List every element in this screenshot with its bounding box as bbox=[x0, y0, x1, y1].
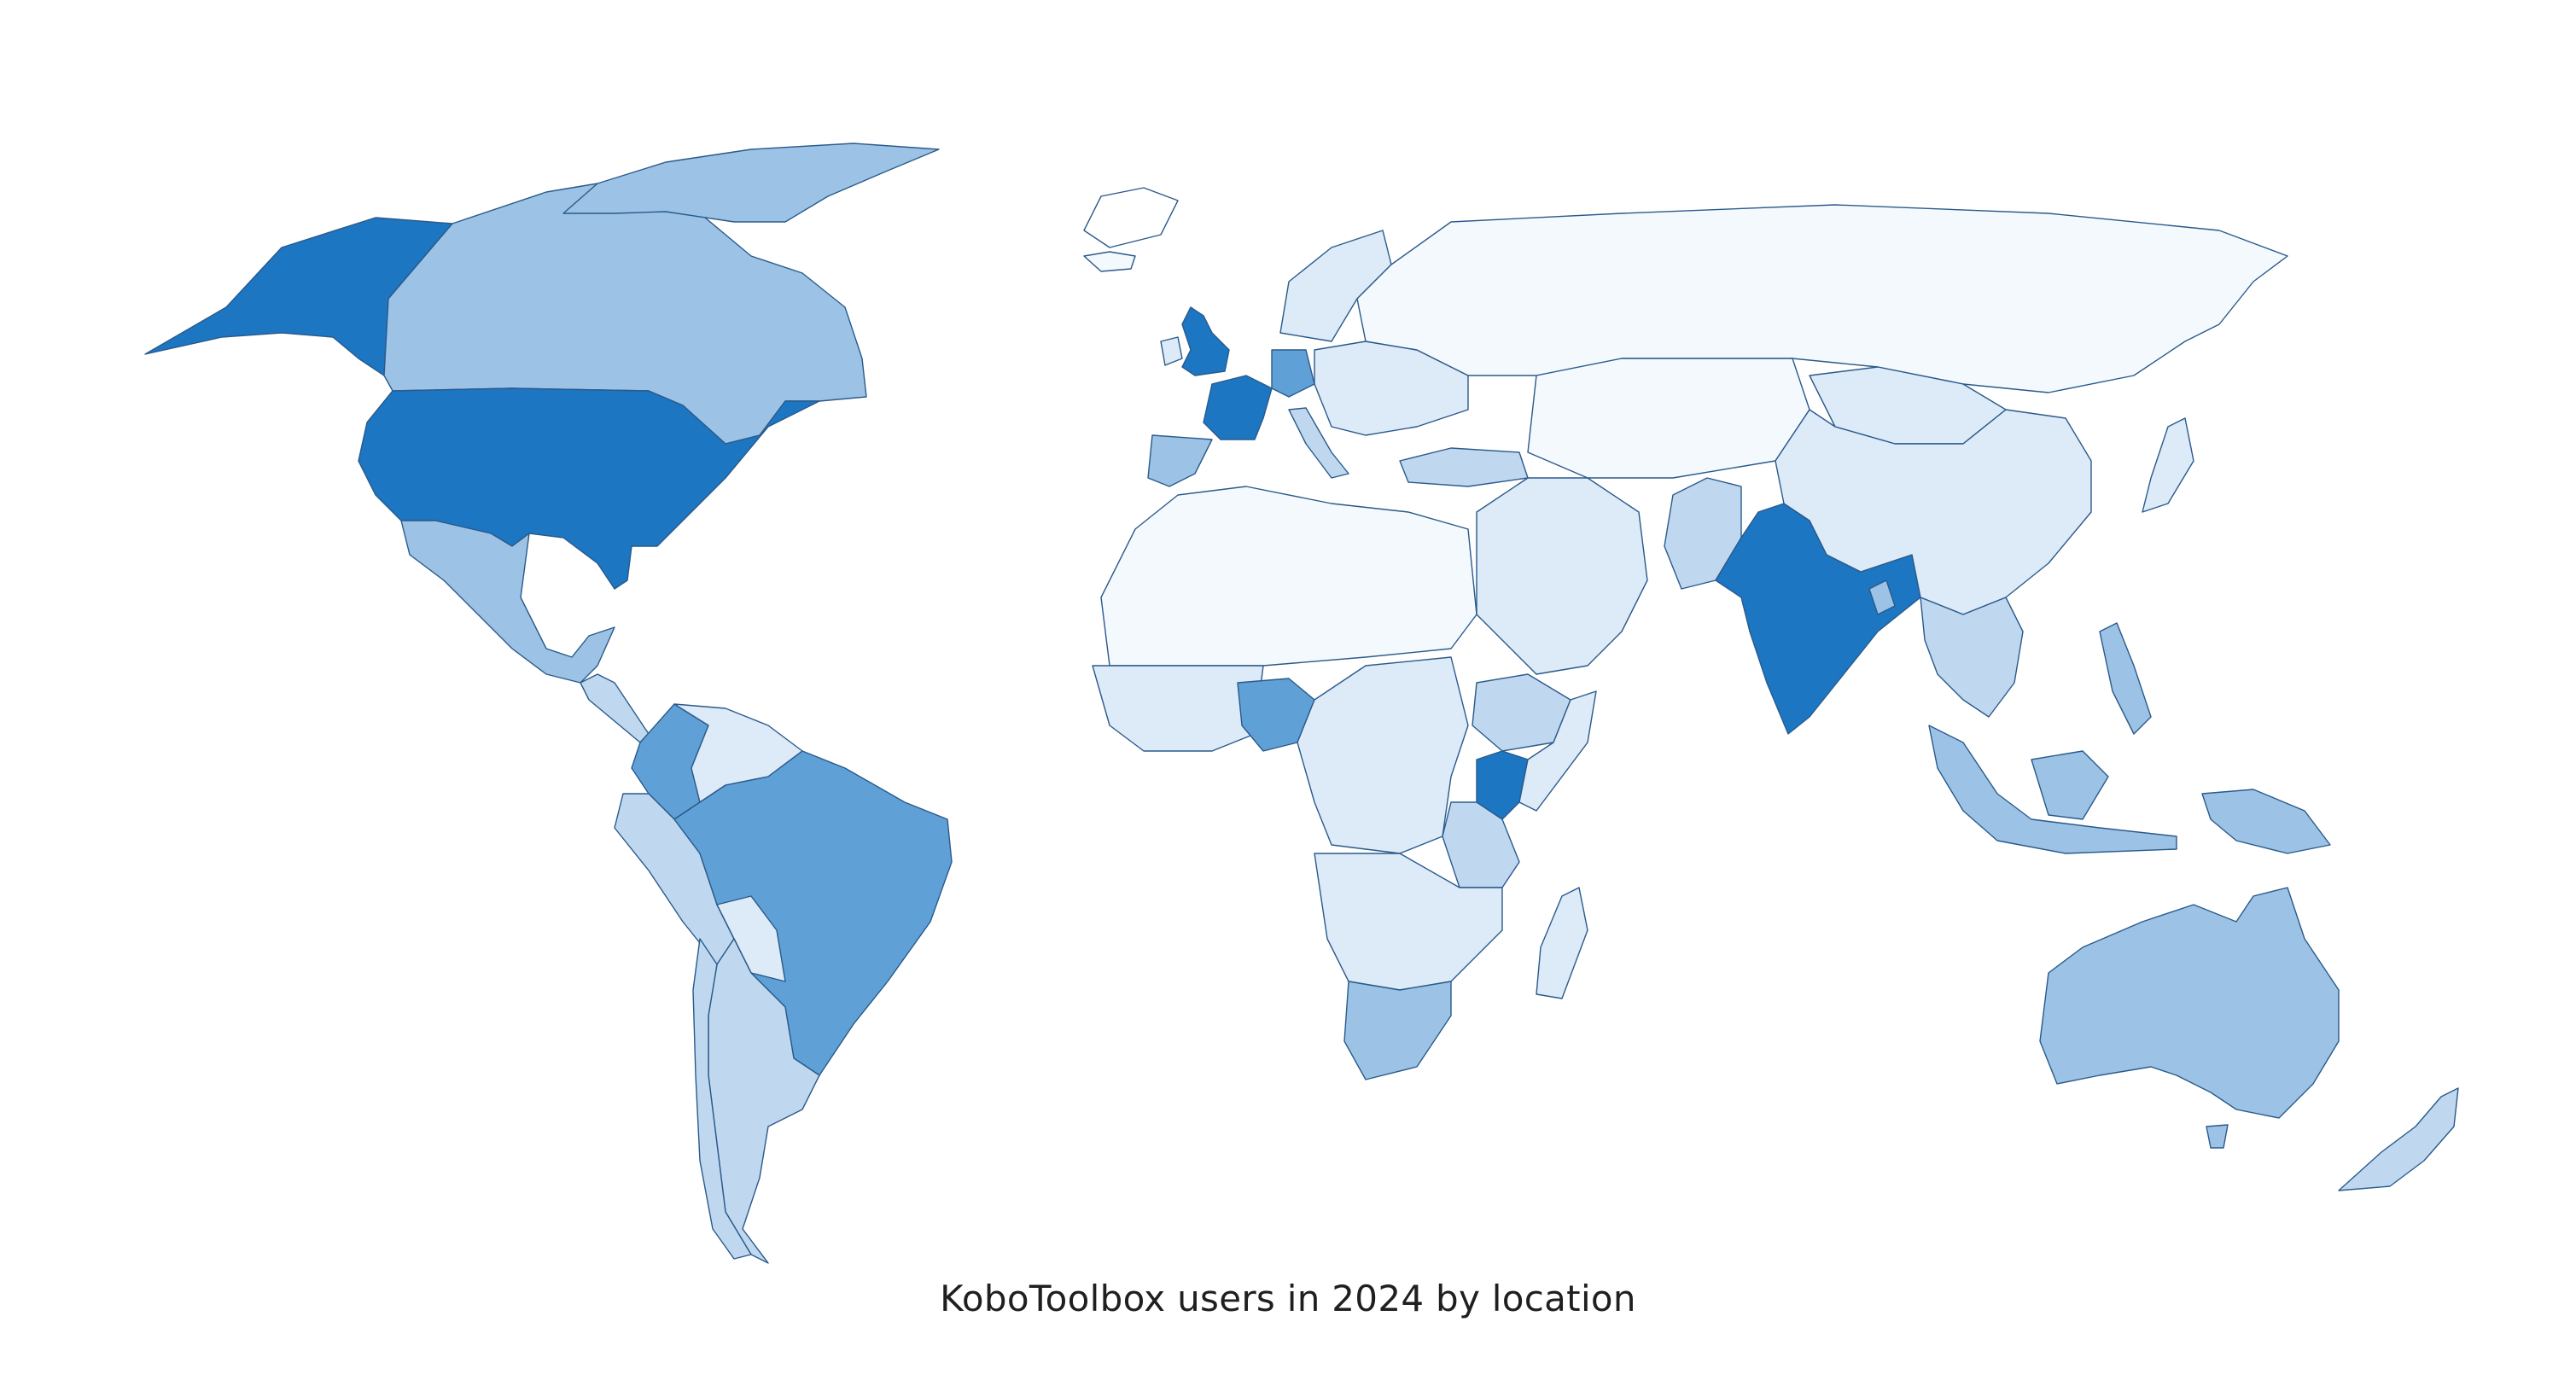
region-central-africa[interactable] bbox=[1297, 656, 1469, 854]
region-central-asia[interactable] bbox=[1527, 358, 1810, 479]
region-ireland[interactable] bbox=[1160, 336, 1183, 366]
region-italy[interactable] bbox=[1288, 407, 1349, 479]
region-spain[interactable] bbox=[1147, 434, 1213, 487]
region-turkey[interactable] bbox=[1399, 447, 1529, 487]
region-china[interactable] bbox=[1775, 409, 2092, 615]
region-middle-east[interactable] bbox=[1476, 477, 1648, 675]
map-title: KoboToolbox users in 2024 by location bbox=[940, 1278, 1636, 1319]
region-tasmania[interactable] bbox=[2206, 1124, 2229, 1149]
region-tanzania[interactable] bbox=[1442, 801, 1520, 888]
region-madagascar[interactable] bbox=[1536, 887, 1588, 999]
region-scandinavia[interactable] bbox=[1279, 230, 1392, 342]
region-australia[interactable] bbox=[2039, 887, 2340, 1119]
region-west-africa[interactable] bbox=[1092, 665, 1264, 752]
region-iceland[interactable] bbox=[1083, 251, 1136, 272]
region-south-africa[interactable] bbox=[1343, 981, 1452, 1080]
region-papua-new-guinea[interactable] bbox=[2201, 789, 2331, 854]
region-france[interactable] bbox=[1203, 375, 1273, 440]
region-bangladesh[interactable] bbox=[1868, 579, 1896, 615]
region-united-kingdom[interactable] bbox=[1181, 306, 1230, 376]
region-greenland bbox=[1083, 187, 1179, 248]
region-borneo[interactable] bbox=[2031, 750, 2109, 820]
region-southern-africa[interactable] bbox=[1314, 853, 1503, 991]
region-philippines[interactable] bbox=[2099, 622, 2152, 735]
region-somalia[interactable] bbox=[1518, 690, 1597, 812]
region-new-zealand[interactable] bbox=[2338, 1087, 2459, 1191]
region-canada-arctic-islands[interactable] bbox=[562, 143, 940, 223]
region-indonesia[interactable] bbox=[1928, 725, 2177, 854]
region-central-america[interactable] bbox=[580, 673, 650, 743]
region-russia[interactable] bbox=[1356, 204, 2288, 393]
region-southeast-asia[interactable] bbox=[1920, 597, 2024, 718]
region-germany[interactable] bbox=[1271, 349, 1315, 398]
region-north-africa[interactable] bbox=[1100, 486, 1477, 667]
region-japan[interactable] bbox=[2142, 417, 2194, 513]
region-mexico[interactable] bbox=[400, 520, 615, 684]
region-chile[interactable] bbox=[692, 938, 752, 1260]
